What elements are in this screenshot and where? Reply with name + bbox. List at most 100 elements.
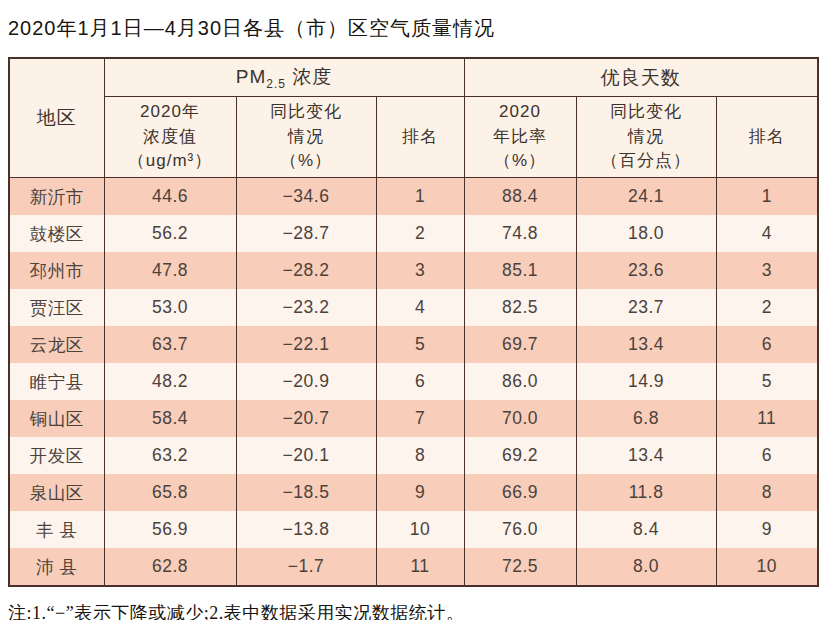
cell-region: 睢宁县 <box>9 363 104 400</box>
table-row: 睢宁县48.2−20.9686.014.95 <box>9 363 818 400</box>
cell-days-change: 24.1 <box>576 178 716 216</box>
pm25-label-prefix: PM <box>236 66 267 87</box>
cell-pm-value: 65.8 <box>104 474 236 511</box>
cell-pm-rank: 6 <box>376 363 464 400</box>
cell-days-change: 18.0 <box>576 215 716 252</box>
cell-pm-rank: 1 <box>376 178 464 216</box>
table-row: 新沂市44.6−34.6188.424.11 <box>9 178 818 216</box>
cell-region: 邳州市 <box>9 252 104 289</box>
cell-days-change: 11.8 <box>576 474 716 511</box>
cell-region: 沛 县 <box>9 548 104 586</box>
cell-days-change: 13.4 <box>576 437 716 474</box>
header-pm-rank: 排名 <box>376 97 464 178</box>
air-quality-table: 地区 PM2.5 浓度 优良天数 2020年 浓度值 （ug/m³） 同比变化 … <box>8 57 819 587</box>
header-region: 地区 <box>9 58 104 178</box>
footnote: 注:1.“−”表示下降或减少;2.表中数据采用实况数据统计。 <box>0 587 825 620</box>
cell-days-rate: 85.1 <box>464 252 576 289</box>
table-row: 云龙区63.7−22.1569.713.46 <box>9 326 818 363</box>
cell-days-rank: 2 <box>716 289 818 326</box>
cell-days-rate: 69.2 <box>464 437 576 474</box>
header-days-change: 同比变化 情况 （百分点） <box>576 97 716 178</box>
table-row: 沛 县62.8−1.71172.58.010 <box>9 548 818 586</box>
cell-pm-change: −20.1 <box>236 437 376 474</box>
table-row: 鼓楼区56.2−28.7274.818.04 <box>9 215 818 252</box>
table-body: 新沂市44.6−34.6188.424.11鼓楼区56.2−28.7274.81… <box>9 178 818 587</box>
cell-pm-rank: 10 <box>376 511 464 548</box>
cell-pm-rank: 5 <box>376 326 464 363</box>
table-row: 邳州市47.8−28.2385.123.63 <box>9 252 818 289</box>
cell-days-rank: 6 <box>716 326 818 363</box>
cell-pm-change: −13.8 <box>236 511 376 548</box>
cell-pm-value: 58.4 <box>104 400 236 437</box>
cell-days-rank: 1 <box>716 178 818 216</box>
cell-region: 泉山区 <box>9 474 104 511</box>
cell-pm-rank: 7 <box>376 400 464 437</box>
cell-days-rank: 10 <box>716 548 818 586</box>
cell-region: 鼓楼区 <box>9 215 104 252</box>
cell-days-change: 23.6 <box>576 252 716 289</box>
table-row: 贾汪区53.0−23.2482.523.72 <box>9 289 818 326</box>
cell-pm-value: 56.2 <box>104 215 236 252</box>
table-row: 泉山区65.8−18.5966.911.88 <box>9 474 818 511</box>
cell-pm-rank: 9 <box>376 474 464 511</box>
page: 2020年1月1日—4月30日各县（市）区空气质量情况 地区 PM2.5 浓度 … <box>0 0 825 620</box>
cell-pm-value: 47.8 <box>104 252 236 289</box>
table-row: 丰 县56.9−13.81076.08.49 <box>9 511 818 548</box>
header-group-row: 地区 PM2.5 浓度 优良天数 <box>9 58 818 97</box>
header-sub-row: 2020年 浓度值 （ug/m³） 同比变化 情况 （%） 排名 2020 年比… <box>9 97 818 178</box>
header-pm25-group: PM2.5 浓度 <box>104 58 464 97</box>
cell-pm-value: 44.6 <box>104 178 236 216</box>
cell-pm-value: 48.2 <box>104 363 236 400</box>
pm25-label-subscript: 2.5 <box>266 77 286 91</box>
header-pm-change: 同比变化 情况 （%） <box>236 97 376 178</box>
cell-days-change: 13.4 <box>576 326 716 363</box>
cell-days-change: 8.0 <box>576 548 716 586</box>
cell-region: 开发区 <box>9 437 104 474</box>
cell-pm-change: −28.7 <box>236 215 376 252</box>
cell-pm-change: −20.7 <box>236 400 376 437</box>
cell-days-rate: 74.8 <box>464 215 576 252</box>
cell-days-rank: 3 <box>716 252 818 289</box>
cell-pm-rank: 2 <box>376 215 464 252</box>
cell-days-rate: 66.9 <box>464 474 576 511</box>
header-good-days-group: 优良天数 <box>464 58 818 97</box>
cell-pm-rank: 8 <box>376 437 464 474</box>
cell-region: 丰 县 <box>9 511 104 548</box>
cell-pm-rank: 4 <box>376 289 464 326</box>
cell-days-change: 23.7 <box>576 289 716 326</box>
cell-days-rate: 72.5 <box>464 548 576 586</box>
cell-pm-change: −22.1 <box>236 326 376 363</box>
cell-pm-value: 53.0 <box>104 289 236 326</box>
cell-days-rank: 8 <box>716 474 818 511</box>
table-header: 地区 PM2.5 浓度 优良天数 2020年 浓度值 （ug/m³） 同比变化 … <box>9 58 818 178</box>
cell-days-rate: 86.0 <box>464 363 576 400</box>
cell-pm-change: −23.2 <box>236 289 376 326</box>
cell-pm-change: −1.7 <box>236 548 376 586</box>
cell-pm-value: 56.9 <box>104 511 236 548</box>
header-days-rate: 2020 年比率 （%） <box>464 97 576 178</box>
cell-days-rank: 11 <box>716 400 818 437</box>
cell-days-rank: 6 <box>716 437 818 474</box>
pm25-label-suffix: 浓度 <box>286 66 332 87</box>
cell-days-change: 8.4 <box>576 511 716 548</box>
header-pm-value: 2020年 浓度值 （ug/m³） <box>104 97 236 178</box>
cell-pm-value: 63.7 <box>104 326 236 363</box>
cell-region: 新沂市 <box>9 178 104 216</box>
cell-pm-change: −28.2 <box>236 252 376 289</box>
cell-days-rank: 5 <box>716 363 818 400</box>
cell-pm-rank: 11 <box>376 548 464 586</box>
table-row: 开发区63.2−20.1869.213.46 <box>9 437 818 474</box>
header-days-rank: 排名 <box>716 97 818 178</box>
cell-pm-change: −34.6 <box>236 178 376 216</box>
cell-days-change: 6.8 <box>576 400 716 437</box>
cell-days-rank: 4 <box>716 215 818 252</box>
cell-days-rate: 88.4 <box>464 178 576 216</box>
cell-days-rank: 9 <box>716 511 818 548</box>
cell-pm-value: 63.2 <box>104 437 236 474</box>
cell-region: 云龙区 <box>9 326 104 363</box>
cell-days-rate: 69.7 <box>464 326 576 363</box>
cell-days-rate: 82.5 <box>464 289 576 326</box>
table-row: 铜山区58.4−20.7770.06.811 <box>9 400 818 437</box>
cell-days-rate: 70.0 <box>464 400 576 437</box>
cell-region: 铜山区 <box>9 400 104 437</box>
